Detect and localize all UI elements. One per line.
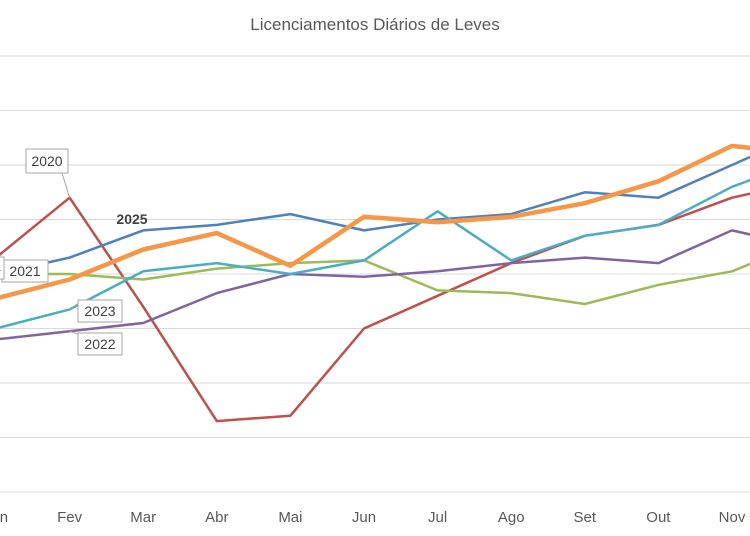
x-tick-label: Jul xyxy=(428,509,447,526)
x-tick-label: Ago xyxy=(498,509,525,526)
x-tick-label: Mai xyxy=(278,509,302,526)
x-tick-label: Jan xyxy=(0,509,8,526)
callout-label: 2023 xyxy=(84,303,115,319)
x-tick-label: Jun xyxy=(352,509,376,526)
callout-leader xyxy=(61,172,71,198)
series-line xyxy=(0,143,750,300)
series-callout: 4 xyxy=(0,256,5,280)
callout-label: 2022 xyxy=(84,336,115,352)
x-tick-label: Out xyxy=(646,509,671,526)
x-tick-label: Set xyxy=(574,509,597,526)
callout-label: 2020 xyxy=(31,153,62,169)
callout-label: 4 xyxy=(0,260,1,276)
callout-label: 2025 xyxy=(116,211,147,227)
series-callout: 2025 xyxy=(116,211,147,227)
callout-box xyxy=(77,299,123,323)
callout-box xyxy=(77,332,123,356)
callout-box xyxy=(25,148,69,174)
x-tick-label: Mar xyxy=(130,509,156,526)
x-tick-label: Fev xyxy=(57,509,83,526)
series-line xyxy=(0,155,750,275)
series-callout: 2021 xyxy=(1,259,49,283)
callout-label: 2021 xyxy=(9,263,40,279)
chart-title: Licenciamentos Diários de Leves xyxy=(250,15,499,34)
series-callout: 2020 xyxy=(25,148,71,198)
x-tick-label: Nov xyxy=(719,509,746,526)
series-callout: 2022 xyxy=(69,330,123,356)
series-callouts: 2020 2021 2022 2023 2025 4 xyxy=(0,148,148,356)
callout-box xyxy=(0,256,5,280)
series-line xyxy=(0,259,750,306)
series-lines xyxy=(0,143,750,423)
series-line xyxy=(0,229,750,341)
series-callout: 2023 xyxy=(69,299,123,323)
x-axis-ticks: JanFevMarAbrMaiJunJulAgoSetOutNovDez xyxy=(0,509,746,526)
x-tick-label: Abr xyxy=(205,509,228,526)
series-line xyxy=(0,178,750,329)
gridlines xyxy=(0,55,750,493)
series-line xyxy=(0,192,750,423)
